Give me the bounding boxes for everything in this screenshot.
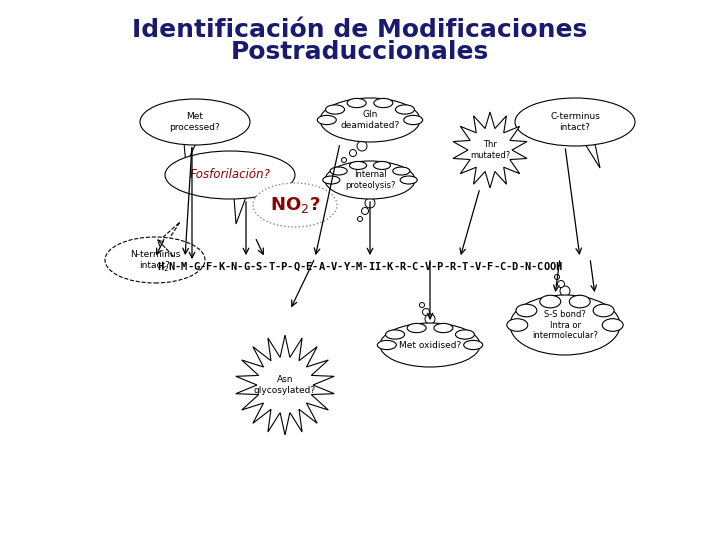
Ellipse shape [380, 323, 480, 367]
Ellipse shape [395, 105, 415, 114]
Text: Fosforilación?: Fosforilación? [189, 168, 271, 181]
Circle shape [557, 280, 564, 287]
Polygon shape [161, 222, 180, 239]
Ellipse shape [593, 304, 614, 317]
Ellipse shape [392, 167, 410, 175]
Ellipse shape [516, 304, 537, 317]
Circle shape [560, 286, 570, 296]
Polygon shape [275, 165, 292, 186]
Text: NO$_2$?: NO$_2$? [270, 195, 320, 215]
Ellipse shape [385, 330, 405, 339]
Ellipse shape [325, 161, 415, 199]
Polygon shape [234, 197, 246, 224]
Ellipse shape [374, 161, 390, 170]
Ellipse shape [407, 323, 426, 333]
Ellipse shape [510, 295, 620, 355]
Polygon shape [184, 143, 196, 165]
Text: C-terminus
intact?: C-terminus intact? [550, 112, 600, 132]
Ellipse shape [540, 295, 561, 308]
Circle shape [361, 207, 369, 214]
Ellipse shape [404, 116, 423, 125]
Ellipse shape [318, 116, 336, 125]
Text: Postraduccionales: Postraduccionales [231, 40, 489, 64]
Polygon shape [235, 335, 334, 435]
Polygon shape [585, 144, 600, 168]
Ellipse shape [253, 183, 337, 227]
Circle shape [420, 302, 425, 307]
Ellipse shape [570, 295, 590, 308]
Circle shape [357, 141, 367, 151]
Circle shape [425, 314, 435, 324]
Ellipse shape [105, 237, 205, 283]
Ellipse shape [325, 105, 345, 114]
Ellipse shape [515, 98, 635, 146]
Ellipse shape [374, 98, 393, 107]
Ellipse shape [323, 176, 340, 184]
Polygon shape [453, 112, 527, 188]
Text: N-terminus
intact?: N-terminus intact? [130, 251, 180, 269]
Text: Met
processed?: Met processed? [170, 112, 220, 132]
Ellipse shape [347, 98, 366, 107]
Circle shape [341, 158, 346, 163]
Ellipse shape [456, 330, 474, 339]
Text: Thr
mutated?: Thr mutated? [470, 140, 510, 160]
Text: S-S bond?
Intra or
intermolecular?: S-S bond? Intra or intermolecular? [532, 310, 598, 340]
Ellipse shape [434, 323, 453, 333]
Text: H$_2$N-M-G-F-K-N-G-S-T-P-Q-E-A-V-Y-M-II-K-R-C-V-P-R-T-V-F-C-D-N-COOH: H$_2$N-M-G-F-K-N-G-S-T-P-Q-E-A-V-Y-M-II-… [157, 260, 563, 274]
Circle shape [365, 198, 375, 208]
Text: Identificación de Modificaciones: Identificación de Modificaciones [132, 18, 588, 42]
Ellipse shape [377, 340, 396, 349]
Text: Met oxidised?: Met oxidised? [399, 341, 461, 349]
Text: Internal
proteolysis?: Internal proteolysis? [345, 170, 395, 190]
Ellipse shape [400, 176, 418, 184]
Ellipse shape [140, 99, 250, 145]
Ellipse shape [464, 340, 482, 349]
Ellipse shape [330, 167, 347, 175]
Ellipse shape [320, 98, 420, 142]
Ellipse shape [165, 151, 295, 199]
Circle shape [358, 217, 362, 221]
Ellipse shape [507, 319, 528, 332]
Ellipse shape [349, 161, 366, 170]
Ellipse shape [602, 319, 623, 332]
Circle shape [423, 308, 430, 315]
Circle shape [349, 150, 356, 157]
Text: Asn
glycosylated?: Asn glycosylated? [254, 375, 316, 395]
Text: Gln
deamidated?: Gln deamidated? [341, 110, 400, 130]
Circle shape [554, 274, 559, 280]
